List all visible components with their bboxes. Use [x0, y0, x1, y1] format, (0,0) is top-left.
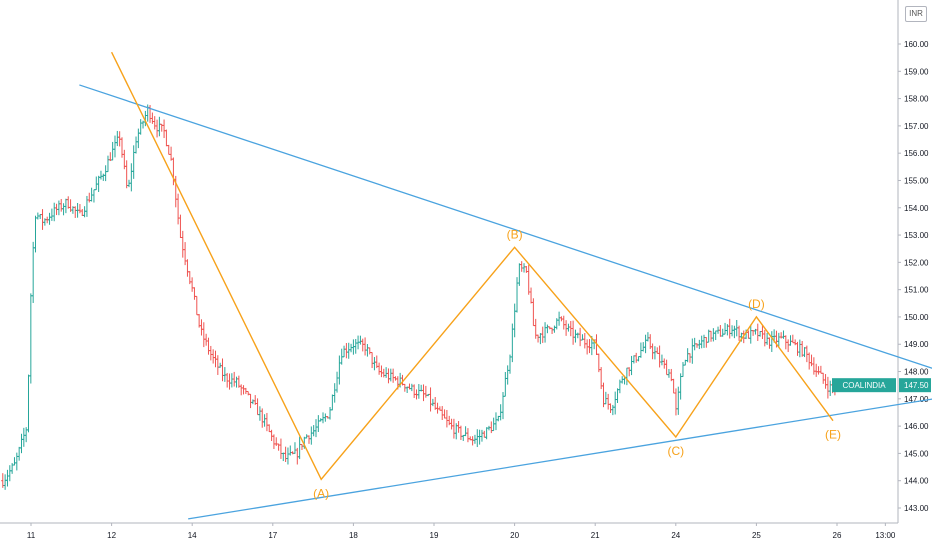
currency-button[interactable]: INR: [905, 6, 927, 22]
y-tick-label: 148.00: [904, 368, 929, 377]
x-tick-label: 17: [268, 531, 277, 540]
y-tick-label: 151.00: [904, 286, 929, 295]
x-tick-label: 18: [349, 531, 358, 540]
symbol-label-bg: [832, 378, 896, 393]
y-tick-label: 147.00: [904, 395, 929, 404]
x-tick-label: 12: [107, 531, 116, 540]
y-tick-label: 143.00: [904, 504, 929, 513]
lower-trendline[interactable]: [188, 398, 932, 520]
y-tick-label: 155.00: [904, 176, 929, 185]
x-tick-label: 11: [27, 531, 36, 540]
y-tick-label: 145.00: [904, 449, 929, 458]
x-tick-label: 25: [752, 531, 761, 540]
x-tick-label: 24: [671, 531, 680, 540]
x-tick-label: 14: [188, 531, 197, 540]
x-tick-label: 21: [591, 531, 600, 540]
x-tick-label: 26: [833, 531, 842, 540]
elliott-wave-line[interactable]: [110, 51, 834, 481]
y-tick-label: 149.00: [904, 340, 929, 349]
wave-label: (B): [507, 227, 523, 241]
y-tick-label: 150.00: [904, 313, 929, 322]
y-tick-label: 152.00: [904, 258, 929, 267]
wave-label: (C): [667, 444, 684, 458]
y-tick-label: 146.00: [904, 422, 929, 431]
y-tick-label: 157.00: [904, 122, 929, 131]
y-tick-label: 153.00: [904, 231, 929, 240]
y-tick-label: 160.00: [904, 40, 929, 49]
y-tick-label: 159.00: [904, 67, 929, 76]
upper-trendline[interactable]: [79, 84, 932, 369]
x-tick-label: 20: [510, 531, 519, 540]
x-tick-label: 13:00: [875, 531, 896, 540]
y-tick-label: 154.00: [904, 204, 929, 213]
wave-label: (D): [748, 297, 765, 311]
wave-label: (E): [825, 428, 841, 442]
symbol-label: COALINDIA: [842, 381, 886, 390]
wave-label: (A): [313, 486, 329, 500]
last-price-label: 147.50: [904, 381, 929, 390]
last-price-label-bg: [899, 378, 931, 393]
y-tick-label: 158.00: [904, 95, 929, 104]
y-tick-label: 144.00: [904, 477, 929, 486]
y-tick-label: 156.00: [904, 149, 929, 158]
x-tick-label: 19: [430, 531, 439, 540]
